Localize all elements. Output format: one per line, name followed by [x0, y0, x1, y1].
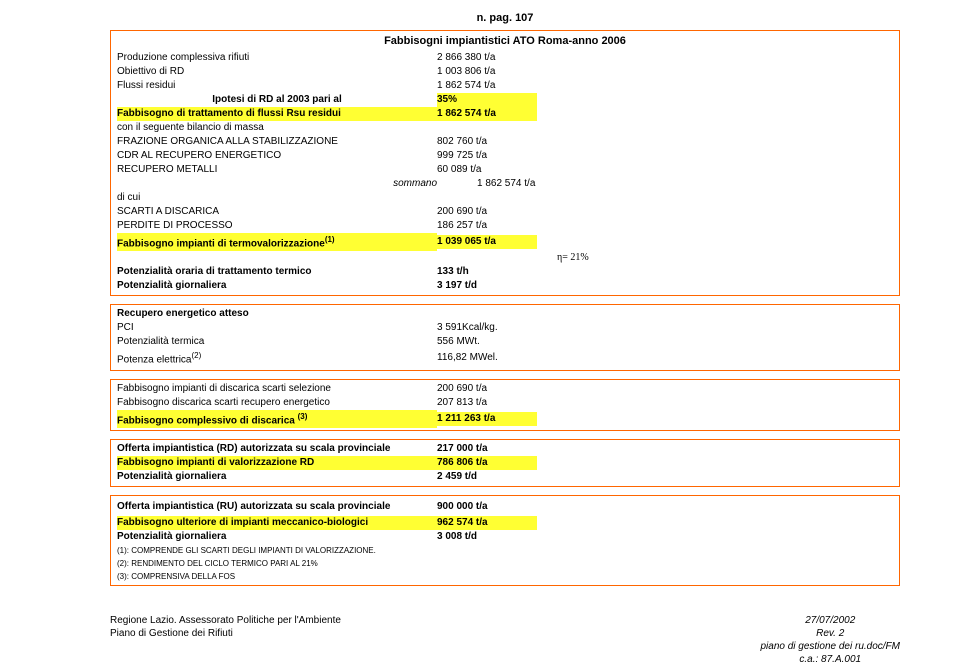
label: Produzione complessiva rifiuti — [117, 51, 437, 65]
page-number: n. pag. 107 — [110, 12, 900, 24]
label: Obiettivo di RD — [117, 65, 437, 79]
label: Flussi residui — [117, 79, 437, 93]
value: 1 003 806 t/a — [437, 65, 537, 79]
value: 116,82 MWel. — [437, 351, 537, 365]
value: 200 690 t/a — [437, 205, 537, 219]
value: 60 089 t/a — [437, 163, 537, 177]
label: Fabbisogno impianti di discarica scarti … — [117, 382, 437, 396]
eta-value: η= 21% — [537, 251, 893, 265]
footnote: (1): COMPRENDE GLI SCARTI DEGLI IMPIANTI… — [111, 544, 899, 557]
value-highlight: 786 806 t/a — [437, 456, 537, 470]
label-highlight: Fabbisogno di trattamento di flussi Rsu … — [117, 107, 437, 121]
value: 556 MWt. — [437, 335, 537, 349]
value: 3 197 t/d — [437, 279, 537, 293]
label-ipotesi: Ipotesi di RD al 2003 pari al — [117, 93, 437, 107]
label: con il seguente bilancio di massa — [117, 121, 437, 135]
footnote: (2): RENDIMENTO DEL CICLO TERMICO PARI A… — [111, 557, 899, 570]
value: 802 760 t/a — [437, 135, 537, 149]
value: 2 459 t/d — [437, 470, 537, 484]
value: 207 813 t/a — [437, 396, 537, 410]
document-page: n. pag. 107 Fabbisogni impiantistici ATO… — [0, 0, 960, 604]
label: Recupero energetico atteso — [117, 307, 437, 321]
value: 186 257 t/a — [437, 219, 537, 233]
value: 200 690 t/a — [437, 382, 537, 396]
label: Potenzialità giornaliera — [117, 530, 437, 544]
block-offerta-ru: Offerta impiantistica (RU) autorizzata s… — [110, 495, 900, 586]
page-footer: Regione Lazio. Assessorato Politiche per… — [0, 614, 960, 666]
value: 217 000 t/a — [437, 442, 537, 456]
value: 3 591Kcal/kg. — [437, 321, 537, 335]
value-highlight: 1 211 263 t/a — [437, 412, 537, 426]
label: Offerta impiantistica (RU) autorizzata s… — [117, 500, 437, 514]
footer-left: Regione Lazio. Assessorato Politiche per… — [110, 614, 341, 666]
block-title: Fabbisogni impiantistici ATO Roma-anno 2… — [111, 33, 899, 51]
label: PERDITE DI PROCESSO — [117, 219, 437, 233]
value-highlight: 1 862 574 t/a — [437, 107, 537, 121]
label: Potenzialità giornaliera — [117, 470, 437, 484]
label-highlight: Fabbisogno ulteriore di impianti meccani… — [117, 516, 437, 530]
footer-right: 27/07/2002 Rev. 2 piano di gestione dei … — [760, 614, 900, 666]
value-highlight: 35% — [437, 93, 537, 107]
label-highlight: Fabbisogno impianti di termovalorizzazio… — [117, 233, 437, 251]
label-sommano: sommano — [117, 177, 477, 191]
value: 999 725 t/a — [437, 149, 537, 163]
block-discarica: Fabbisogno impianti di discarica scarti … — [110, 379, 900, 431]
label: Potenzialità termica — [117, 335, 437, 349]
label: di cui — [117, 191, 437, 205]
label-highlight: Fabbisogno complessivo di discarica (3) — [117, 410, 437, 428]
label: Potenzialità oraria di trattamento termi… — [117, 265, 437, 279]
label: Potenzialità giornaliera — [117, 279, 437, 293]
value-highlight: 1 039 065 t/a — [437, 235, 537, 249]
footnote: (3): COMPRENSIVA DELLA FOS — [111, 570, 899, 583]
label: RECUPERO METALLI — [117, 163, 437, 177]
value: 1 862 574 t/a — [477, 177, 577, 191]
value: 3 008 t/d — [437, 530, 537, 544]
block-offerta-rd: Offerta impiantistica (RD) autorizzata s… — [110, 439, 900, 487]
label-highlight: Fabbisogno impianti di valorizzazione RD — [117, 456, 437, 470]
value: 900 000 t/a — [437, 500, 537, 514]
value: 133 t/h — [437, 265, 537, 279]
value-highlight: 962 574 t/a — [437, 516, 537, 530]
label: FRAZIONE ORGANICA ALLA STABILIZZAZIONE — [117, 135, 437, 149]
block-fabbisogni: Fabbisogni impiantistici ATO Roma-anno 2… — [110, 30, 900, 296]
block-recupero: Recupero energetico atteso PCI3 591Kcal/… — [110, 304, 900, 370]
label: SCARTI A DISCARICA — [117, 205, 437, 219]
label: CDR AL RECUPERO ENERGETICO — [117, 149, 437, 163]
value: 2 866 380 t/a — [437, 51, 537, 65]
label: Fabbisogno discarica scarti recupero ene… — [117, 396, 437, 410]
label: PCI — [117, 321, 437, 335]
value: 1 862 574 t/a — [437, 79, 537, 93]
label: Potenza elettrica(2) — [117, 349, 437, 367]
label: Offerta impiantistica (RD) autorizzata s… — [117, 442, 437, 456]
